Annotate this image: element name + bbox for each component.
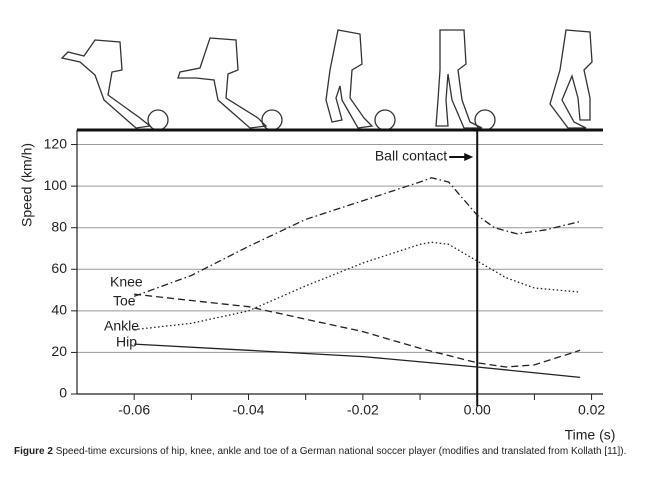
x-tick-label: -0.02: [347, 402, 379, 418]
y-axis-label: Speed (km/h): [19, 143, 35, 227]
x-tick-label: 0.02: [578, 402, 605, 418]
series-line: [134, 241, 581, 331]
y-tick-label: 0: [59, 385, 67, 401]
y-tick-label: 20: [51, 343, 67, 359]
y-tick-label: 120: [44, 135, 68, 151]
y-tick-label: 80: [51, 218, 67, 234]
chart: Speed (km/h) Time (s) 0 20 40 60 80 100 120 -0.…: [19, 29, 616, 443]
series-label: Hip: [116, 334, 137, 350]
series-line: [134, 343, 581, 379]
y-tick-label: 100: [44, 177, 68, 193]
ball: [261, 109, 283, 131]
caption: Figure 2 Speed-time excursions of hip, k…: [14, 446, 644, 458]
ball: [147, 109, 169, 131]
y-tick-label: 40: [51, 302, 67, 318]
series-label: Knee: [110, 274, 143, 290]
x-tick-label: 0.00: [464, 402, 491, 418]
ball: [474, 109, 496, 131]
series-label: Toe: [113, 293, 136, 309]
x-tick-label: -0.04: [233, 402, 265, 418]
leg-figure: [325, 29, 374, 129]
series-line: [133, 177, 581, 297]
y-tick-label: 60: [51, 260, 67, 276]
annotation-arrowhead: [464, 153, 474, 161]
leg-figure: [549, 29, 593, 129]
leg-figure: [60, 39, 152, 129]
illustration: [60, 29, 593, 131]
leg-figure: [177, 37, 268, 129]
x-axis-label: Time (s): [565, 427, 616, 443]
leg-figure: [435, 29, 483, 129]
caption-text: Speed-time excursions of hip, knee, ankl…: [55, 446, 627, 457]
caption-label: Figure 2: [14, 446, 53, 457]
x-tick-label: -0.06: [118, 402, 150, 418]
series-label: Ankle: [104, 318, 139, 334]
annotation: Ball contact: [375, 148, 447, 164]
ball: [374, 109, 396, 131]
